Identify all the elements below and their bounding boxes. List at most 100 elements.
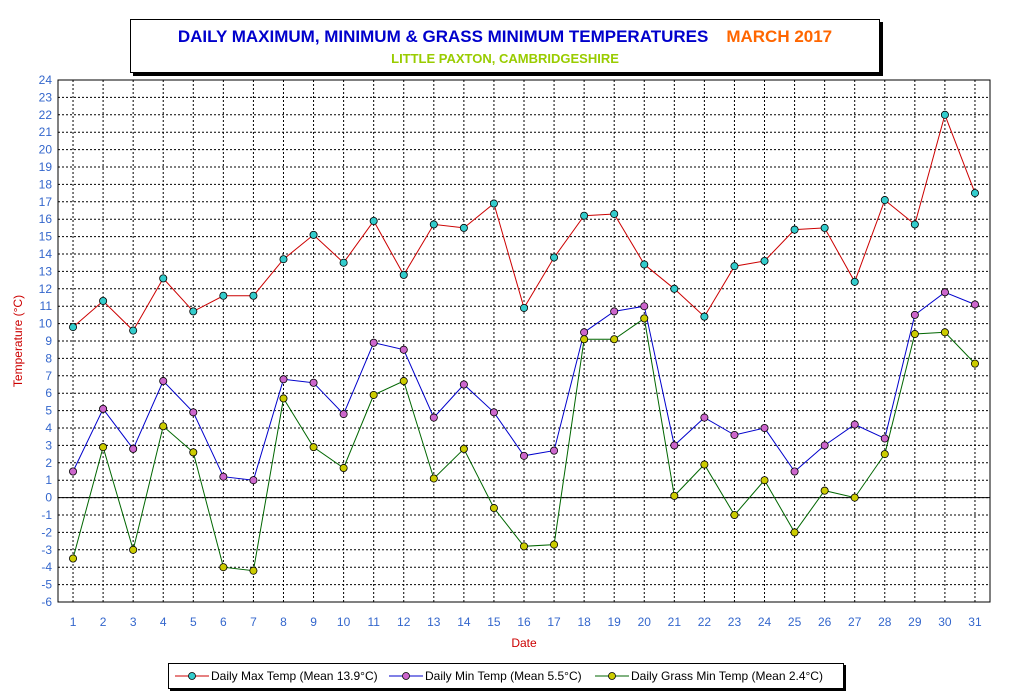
x-tick-label: 11 [367,615,380,629]
y-tick-label: 0 [45,491,52,505]
data-point-min [309,378,318,387]
data-point-max [940,110,949,119]
x-tick-label: 23 [728,615,742,629]
data-point-grass [940,328,949,337]
x-tick-label: 24 [758,615,772,629]
data-point-max [159,274,168,283]
legend-marker-grass [595,672,629,680]
y-tick-label: 6 [45,386,52,400]
y-tick-label: 4 [45,421,52,435]
data-point-min [550,446,559,455]
data-point-max [129,326,138,335]
x-tick-label: 19 [608,615,622,629]
x-tick-label: 21 [668,615,682,629]
data-point-min [640,302,649,311]
y-tick-label: 2 [45,456,52,470]
x-tick-label: 18 [577,615,591,629]
y-tick-label: 22 [39,108,53,122]
y-tick-label: -1 [41,508,52,522]
data-point-min [970,300,979,309]
data-point-max [189,307,198,316]
data-point-grass [520,542,529,551]
x-tick-label: 7 [250,615,257,629]
data-point-max [850,277,859,286]
y-tick-label: 5 [45,404,52,418]
data-point-min [189,408,198,417]
chart-subtitle: LITTLE PAXTON, CAMBRIDGESHIRE [391,51,619,66]
data-point-grass [850,493,859,502]
data-point-grass [339,464,348,473]
x-tick-label: 20 [638,615,652,629]
x-tick-label: 4 [160,615,167,629]
data-point-grass [309,443,318,452]
data-point-max [489,199,498,208]
x-tick-label: 5 [190,615,197,629]
data-point-max [279,255,288,264]
data-point-max [339,258,348,267]
x-tick-label: 1 [70,615,77,629]
x-tick-label: 25 [788,615,802,629]
y-tick-label: 16 [39,212,53,226]
x-tick-label: 6 [220,615,227,629]
data-point-min [580,328,589,337]
data-point-max [459,223,468,232]
data-point-max [219,291,228,300]
data-point-min [159,377,168,386]
data-point-grass [159,422,168,431]
y-tick-label: 21 [39,125,53,139]
data-point-max [880,196,889,205]
data-point-max [610,209,619,218]
y-tick-label: 17 [39,195,53,209]
x-tick-label: 27 [848,615,862,629]
data-point-max [369,216,378,225]
chart-title: DAILY MAXIMUM, MINIMUM & GRASS MINIMUM T… [177,27,709,46]
y-tick-label: -4 [41,560,52,574]
x-tick-label: 31 [968,615,982,629]
y-tick-label: 1 [45,473,52,487]
y-tick-label: -3 [41,543,52,557]
data-point-grass [760,476,769,485]
grid [58,80,990,602]
data-point-grass [640,314,649,323]
data-point-grass [459,444,468,453]
data-point-min [429,413,438,422]
y-tick-label: 24 [39,73,53,87]
x-tick-label: 22 [698,615,712,629]
data-point-grass [790,528,799,537]
legend-marker-max [175,672,209,680]
y-tick-label: 10 [39,317,53,331]
x-tick-label: 12 [397,615,411,629]
y-tick-label: 11 [40,299,53,313]
y-tick-label: 23 [39,90,53,104]
data-point-max [580,211,589,220]
y-tick-label: 18 [39,177,53,191]
y-tick-label: 7 [45,369,52,383]
data-point-min [99,404,108,413]
data-point-max [730,262,739,271]
data-point-max [700,312,709,321]
legend-label-grass: Daily Grass Min Temp (Mean 2.4°C) [631,669,823,683]
data-point-grass [279,394,288,403]
x-tick-label: 16 [517,615,531,629]
y-tick-label: 20 [39,143,53,157]
y-tick-labels: -6-5-4-3-2-10123456789101112131415161718… [39,73,53,609]
data-point-grass [489,504,498,513]
data-point-min [820,441,829,450]
data-point-min [700,413,709,422]
y-tick-label: 9 [45,334,52,348]
data-point-max [520,303,529,312]
data-point-max [69,323,78,332]
data-point-grass [970,359,979,368]
x-tick-label: 3 [130,615,137,629]
legend: Daily Max Temp (Mean 13.9°C) Daily Min T… [168,663,844,689]
legend-label-min: Daily Min Temp (Mean 5.5°C) [425,669,582,683]
y-axis-label: Temperature (°C) [11,295,25,387]
data-point-min [249,476,258,485]
y-tick-label: 8 [45,351,52,365]
data-point-max [249,291,258,300]
data-point-max [760,256,769,265]
y-tick-label: -6 [41,595,52,609]
data-point-grass [429,474,438,483]
data-point-max [910,220,919,229]
